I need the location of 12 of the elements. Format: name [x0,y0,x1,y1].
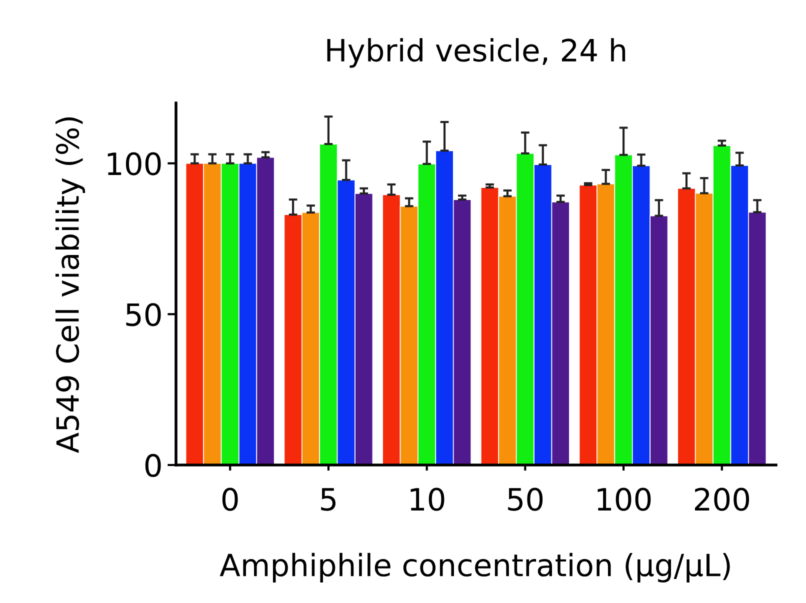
y-tick-label: 100 [108,152,161,176]
x-tick-label: 10 [410,488,444,511]
x-tick-label: 100 [598,488,651,511]
y-tick-label: 50 [126,303,161,326]
y-axis-title: A549 Cell viability (%) [55,117,86,454]
x-tick-label: 200 [694,488,750,511]
x-tick-label: 50 [508,488,543,511]
x-tick-label: 0 [222,488,238,511]
x-tick-label: 5 [321,488,336,511]
y-tick-label: 0 [145,454,161,478]
chart-title: Hybrid vesicle, 24 h [327,38,626,68]
x-axis-title: Amphiphile concentration (μg/μL) [220,552,730,582]
